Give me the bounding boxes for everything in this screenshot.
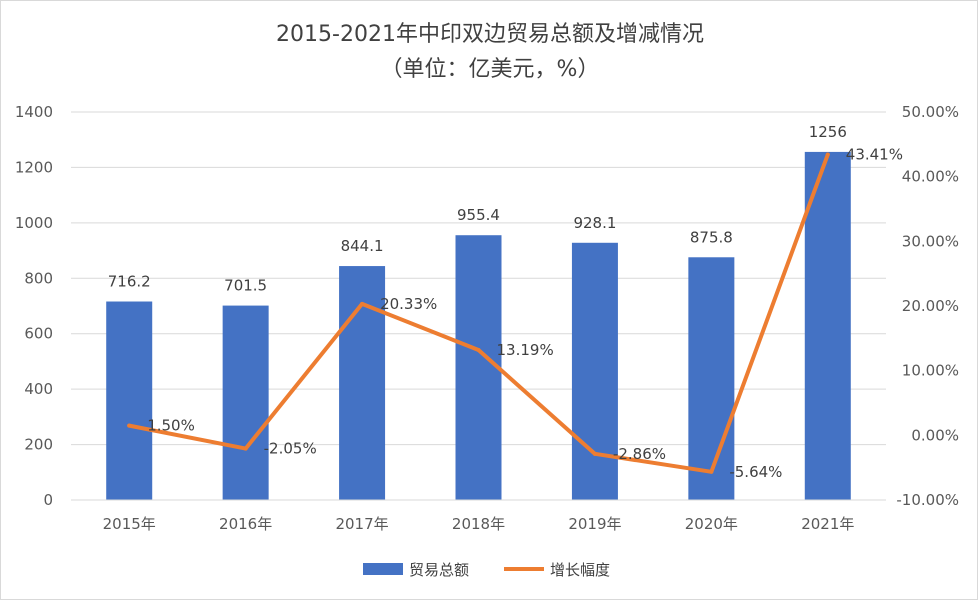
y-right-tick-label: 30.00% <box>902 232 959 250</box>
line-value-label: 43.41% <box>846 146 903 164</box>
bar <box>222 305 269 500</box>
line-value-label: -2.05% <box>264 440 317 458</box>
line-point <box>476 348 481 353</box>
x-tick-label: 2015年 <box>103 515 156 533</box>
bar-value-label: 955.4 <box>457 206 500 224</box>
y-right-tick-label: -10.00% <box>896 491 959 509</box>
line-series <box>127 152 830 474</box>
line-point <box>709 469 714 474</box>
legend-label: 增长幅度 <box>550 561 610 579</box>
line-value-label: 13.19% <box>497 341 554 359</box>
bar-value-label: 1256 <box>809 123 847 141</box>
legend: 贸易总额 增长幅度 <box>363 561 610 579</box>
bar-value-label: 928.1 <box>573 214 616 232</box>
bar <box>804 151 851 500</box>
line-point <box>127 423 132 428</box>
x-tick-label: 2019年 <box>568 515 621 533</box>
y-right-tick-label: 0.00% <box>911 426 959 444</box>
bar <box>339 266 386 500</box>
chart-subtitle: （单位：亿美元，%） <box>381 57 600 82</box>
y-left-tick-label: 800 <box>24 269 53 287</box>
legend-label: 贸易总额 <box>409 561 469 579</box>
bar <box>688 257 735 500</box>
bar <box>455 235 502 500</box>
line-point <box>243 446 248 451</box>
y-right-tick-label: 10.00% <box>902 362 959 380</box>
axes: 0 200 400 600 800 1000 1200 1400 -10.00% 0.00% 10.… <box>15 103 959 533</box>
bar-series <box>106 151 851 501</box>
y-left-tick-label: 400 <box>24 380 53 398</box>
y-left-tick-label: 1000 <box>15 214 53 232</box>
line-value-label: -2.86% <box>613 445 666 463</box>
x-tick-label: 2020年 <box>685 515 738 533</box>
line-value-label: -5.64% <box>729 463 782 481</box>
bar-value-label: 875.8 <box>690 228 733 246</box>
chart-title: 2015-2021年中印双边贸易总额及增减情况 <box>276 22 704 47</box>
x-tick-label: 2016年 <box>219 515 272 533</box>
line-point <box>592 451 597 456</box>
bar-value-label: 701.5 <box>224 277 267 295</box>
bar <box>571 242 618 501</box>
y-left-tick-label: 600 <box>24 325 53 343</box>
line-value-label: 1.50% <box>147 417 195 435</box>
y-left-tick-label: 1400 <box>15 103 53 121</box>
bar <box>106 301 153 500</box>
y-right-tick-label: 50.00% <box>902 103 959 121</box>
x-tick-label: 2017年 <box>335 515 388 533</box>
line-value-label: 20.33% <box>380 295 437 313</box>
x-tick-label: 2018年 <box>452 515 505 533</box>
data-labels: 716.2 701.5 844.1 955.4 928.1 875.8 1256 1.50% -… <box>108 123 903 481</box>
bar-value-label: 716.2 <box>108 273 151 291</box>
y-right-tick-label: 20.00% <box>902 297 959 315</box>
y-left-tick-label: 200 <box>24 436 53 454</box>
bar-value-label: 844.1 <box>341 237 384 255</box>
y-left-tick-label: 1200 <box>15 158 53 176</box>
legend-swatch-bar <box>363 563 403 575</box>
line-point <box>825 152 830 157</box>
line-point <box>360 301 365 306</box>
x-tick-label: 2021年 <box>801 515 854 533</box>
y-right-tick-label: 40.00% <box>902 168 959 186</box>
y-left-tick-label: 0 <box>43 491 53 509</box>
